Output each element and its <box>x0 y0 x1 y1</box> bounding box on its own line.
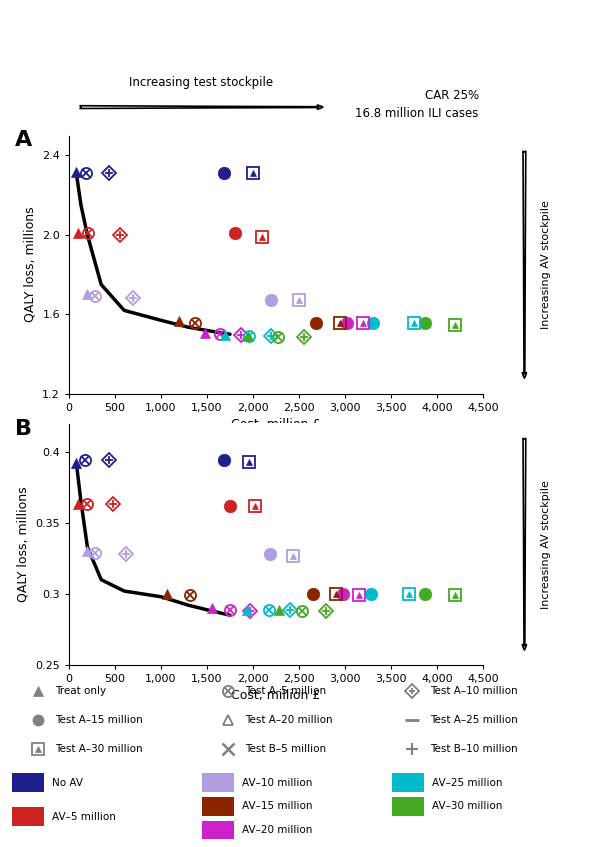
Text: Increasing test stockpile: Increasing test stockpile <box>130 76 274 89</box>
Text: AV–10 million: AV–10 million <box>242 778 313 788</box>
Text: AV–30 million: AV–30 million <box>433 801 503 811</box>
Text: Test A–10 million: Test A–10 million <box>430 686 517 696</box>
Bar <box>12 807 44 826</box>
Text: Increasing AV stockpile: Increasing AV stockpile <box>541 200 551 329</box>
Text: AV–5 million: AV–5 million <box>52 811 116 822</box>
Text: CAR 25%
16.8 million ILI cases: CAR 25% 16.8 million ILI cases <box>355 89 479 120</box>
Text: AV–15 million: AV–15 million <box>242 801 313 811</box>
X-axis label: Cost, million £: Cost, million £ <box>232 689 320 702</box>
Bar <box>202 773 234 792</box>
Bar <box>392 797 424 816</box>
Bar <box>12 773 44 792</box>
Text: Treat only: Treat only <box>55 686 106 696</box>
Text: Test A–25 million: Test A–25 million <box>430 715 517 725</box>
Text: Test B–10 million: Test B–10 million <box>430 744 517 754</box>
Text: No AV: No AV <box>52 778 83 788</box>
Text: Test B–5 million: Test B–5 million <box>245 744 326 754</box>
Bar <box>392 773 424 792</box>
Text: Test A–15 million: Test A–15 million <box>55 715 143 725</box>
Text: A: A <box>15 130 32 151</box>
Text: Test A–30 million: Test A–30 million <box>55 744 143 754</box>
Y-axis label: QALY loss, millions: QALY loss, millions <box>23 207 37 323</box>
Y-axis label: QALY loss, millions: QALY loss, millions <box>17 486 29 602</box>
Text: AV–20 million: AV–20 million <box>242 825 313 835</box>
Text: AV–25 million: AV–25 million <box>433 778 503 788</box>
Text: Test A–20 million: Test A–20 million <box>245 715 333 725</box>
Bar <box>202 797 234 816</box>
Bar <box>202 821 234 839</box>
Text: Test A–5 million: Test A–5 million <box>245 686 326 696</box>
X-axis label: Cost, million £: Cost, million £ <box>232 418 320 431</box>
Text: Increasing AV stockpile: Increasing AV stockpile <box>541 479 551 609</box>
Text: B: B <box>15 418 32 439</box>
